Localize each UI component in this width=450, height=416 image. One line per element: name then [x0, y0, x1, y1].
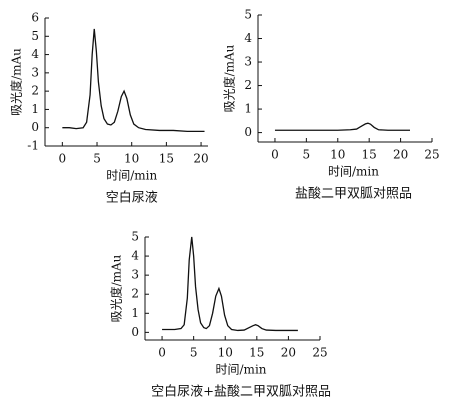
y-tick-label: 2 — [31, 84, 39, 98]
y-tick-label: 5 — [131, 230, 139, 244]
y-tick-label: 3 — [131, 268, 139, 282]
x-tick-label: 20 — [193, 152, 208, 166]
y-tick-label: -1 — [27, 139, 39, 153]
x-tick-label: 0 — [158, 346, 166, 360]
x-tick-label: 5 — [303, 148, 311, 162]
y-tick-label: 4 — [131, 249, 139, 263]
y-tick-label: 0 — [31, 120, 39, 134]
x-tick-label: 10 — [218, 346, 233, 360]
y-tick-label: 2 — [244, 78, 252, 92]
chromatogram-line — [162, 236, 298, 332]
y-tick-label: 4 — [244, 31, 252, 45]
x-tick-label: 5 — [93, 152, 101, 166]
x-axis-label: 时间/min — [216, 363, 267, 377]
x-tick-label: 0 — [59, 152, 67, 166]
caption: 空白尿液+盐酸二甲双胍对照品 — [151, 384, 331, 400]
y-tick-label: 6 — [31, 11, 39, 25]
chromatogram-line — [274, 122, 411, 131]
y-tick-label: 1 — [31, 102, 39, 116]
x-tick-label: 15 — [362, 148, 377, 162]
x-axis-label: 时间/min — [328, 165, 379, 179]
y-axis-label: 吸光度/mAu — [9, 48, 24, 116]
y-tick-label: 1 — [131, 306, 139, 320]
x-tick-label: 15 — [159, 152, 174, 166]
x-tick-label: 0 — [271, 148, 279, 162]
chromatogram-line — [62, 28, 205, 133]
x-tick-label: 20 — [393, 148, 408, 162]
y-tick-label: 3 — [31, 65, 39, 79]
y-axis-label: 吸光度/mAu — [109, 254, 124, 322]
x-tick-label: 10 — [124, 152, 139, 166]
y-tick-label: 1 — [244, 102, 252, 116]
y-tick-label: 4 — [31, 47, 39, 61]
x-tick-label: 10 — [330, 148, 345, 162]
caption: 空白尿液 — [106, 190, 158, 206]
x-tick-label: 5 — [190, 346, 198, 360]
x-tick-label: 15 — [249, 346, 264, 360]
x-tick-label: 25 — [424, 148, 439, 162]
y-axis-label: 吸光度/mAu — [222, 44, 237, 112]
x-tick-label: 25 — [312, 346, 327, 360]
y-tick-label: 5 — [31, 29, 39, 43]
x-tick-label: 20 — [281, 346, 296, 360]
y-tick-label: 0 — [244, 125, 252, 139]
x-axis-label: 时间/min — [106, 169, 157, 183]
y-tick-label: 0 — [131, 325, 139, 339]
y-tick-label: 5 — [244, 8, 252, 22]
y-tick-label: 2 — [131, 287, 139, 301]
caption: 盐酸二甲双胍对照品 — [295, 187, 412, 202]
y-tick-label: 3 — [244, 55, 252, 69]
